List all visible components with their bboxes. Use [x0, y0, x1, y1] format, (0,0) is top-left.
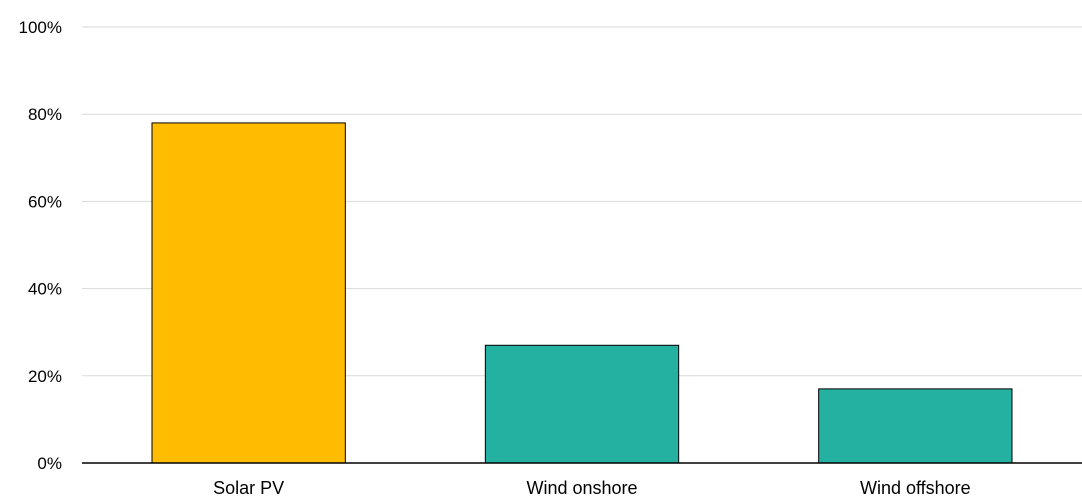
bar-wind-offshore	[818, 388, 1013, 464]
x-category-label: Wind offshore	[860, 478, 971, 498]
bar-solar-pv	[151, 122, 346, 464]
y-tick-label: 0%	[37, 454, 62, 473]
y-axis-ticks: 0% 20% 40% 60% 80% 100%	[19, 18, 62, 473]
bars	[151, 122, 1013, 464]
y-tick-label: 80%	[28, 105, 62, 124]
y-tick-label: 100%	[19, 18, 62, 37]
x-axis-labels: Solar PV Wind onshore Wind offshore	[213, 478, 971, 498]
x-category-label: Wind onshore	[526, 478, 637, 498]
y-tick-label: 60%	[28, 192, 62, 211]
x-category-label: Solar PV	[213, 478, 284, 498]
y-tick-label: 40%	[28, 280, 62, 299]
bar-wind-onshore	[484, 344, 680, 464]
y-tick-label: 20%	[28, 367, 62, 386]
